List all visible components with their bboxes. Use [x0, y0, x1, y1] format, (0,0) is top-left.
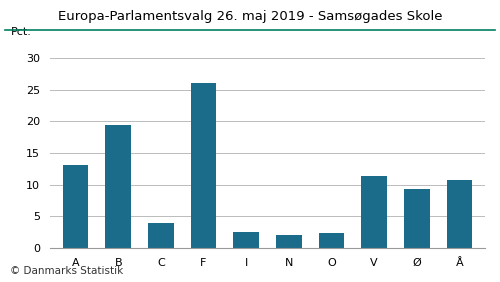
Bar — [446, 180, 472, 248]
Bar — [276, 235, 301, 248]
Bar — [148, 223, 174, 248]
Bar — [318, 233, 344, 248]
Bar — [106, 125, 131, 248]
Bar — [63, 165, 88, 248]
Bar — [234, 232, 259, 248]
Bar — [362, 177, 387, 248]
Bar — [190, 83, 216, 248]
Text: Europa-Parlamentsvalg 26. maj 2019 - Samsøgades Skole: Europa-Parlamentsvalg 26. maj 2019 - Sam… — [58, 10, 442, 23]
Text: © Danmarks Statistik: © Danmarks Statistik — [10, 266, 123, 276]
Text: Pct.: Pct. — [11, 27, 32, 37]
Bar — [404, 189, 429, 248]
